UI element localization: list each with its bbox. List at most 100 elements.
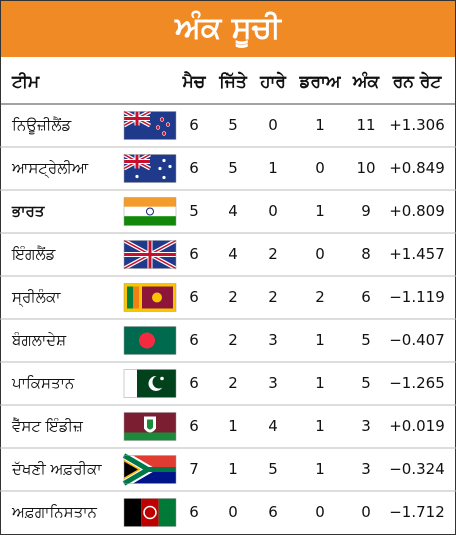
- flag-border: [123, 326, 177, 355]
- cell: 1: [315, 331, 325, 349]
- cell: 1: [228, 460, 238, 478]
- cell: −1.119: [389, 288, 445, 306]
- cell: 1: [315, 374, 325, 392]
- cell: 5: [361, 331, 371, 349]
- cell: −0.407: [389, 331, 445, 349]
- flag-border: [123, 111, 177, 140]
- flag-border: [123, 283, 177, 312]
- cell: 2: [315, 288, 325, 306]
- cell: 5: [228, 159, 238, 177]
- flag-part: [124, 369, 137, 398]
- flag-part: [152, 375, 166, 389]
- flag-part: [127, 286, 133, 309]
- flag: [123, 498, 177, 527]
- cell: 2: [268, 245, 278, 263]
- cell: 3: [268, 331, 278, 349]
- cell: 0: [268, 202, 278, 220]
- team-name: ਪਾਕਿਸਤਾਨ: [11, 374, 75, 392]
- cell: 2: [228, 374, 238, 392]
- cell: 2: [228, 331, 238, 349]
- flag-border: [123, 240, 177, 269]
- cell: +1.306: [389, 116, 445, 134]
- cell: 1: [315, 116, 325, 134]
- flag-border: [123, 455, 177, 484]
- flag-border: [123, 498, 177, 527]
- cell: 0: [361, 503, 371, 521]
- flag: [123, 283, 177, 312]
- column-header: ਡਰਾਅ: [298, 72, 341, 92]
- cell: 7: [189, 460, 199, 478]
- flag: [123, 369, 177, 398]
- flag-part: [122, 453, 176, 486]
- cell: 1: [315, 202, 325, 220]
- flag-part: [135, 174, 139, 179]
- team-name: ਸ੍ਰੀਲੰਕਾ: [11, 288, 61, 308]
- flag: [123, 326, 177, 355]
- cell: 4: [268, 417, 278, 435]
- flag-part: [158, 498, 176, 527]
- cell: 8: [361, 245, 371, 263]
- cell: 2: [228, 288, 238, 306]
- flag-part: [159, 117, 165, 122]
- cell: 6: [189, 331, 199, 349]
- team-name: ਭਾਰਤ: [11, 202, 46, 220]
- column-header: ਮੈਚ: [182, 71, 207, 92]
- team-name: ਵੈੱਸਟ ਇੰਡੀਜ਼: [11, 417, 83, 435]
- flag-part: [162, 175, 166, 180]
- cell: 6: [189, 159, 199, 177]
- cell: −1.265: [389, 374, 445, 392]
- cell: 4: [228, 202, 238, 220]
- flag: [123, 197, 177, 226]
- flag-part: [124, 197, 176, 207]
- cell: 6: [189, 245, 199, 263]
- flag-part: [139, 332, 155, 349]
- cell: 1: [228, 417, 238, 435]
- cell: 11: [356, 116, 375, 134]
- cell: +0.019: [389, 417, 445, 435]
- cell: 5: [189, 202, 199, 220]
- cell: −0.324: [389, 460, 445, 478]
- flag-part: [133, 286, 139, 309]
- team-name: ਆਸਟ੍ਰੇਲੀਆ: [11, 159, 89, 179]
- column-header: ਹਾਰੇ: [259, 71, 287, 92]
- flag-part: [168, 164, 172, 169]
- cell: 10: [356, 159, 375, 177]
- cell: 3: [361, 460, 371, 478]
- team-name: ਇੰਗਲੈਂਡ: [11, 245, 57, 263]
- column-header: ਜਿੱਤੇ: [218, 71, 248, 92]
- cell: 0: [228, 503, 238, 521]
- flag-border: [123, 154, 177, 183]
- cell: 0: [315, 245, 325, 263]
- flag-part: [162, 158, 166, 163]
- flag: [123, 238, 177, 271]
- flag-part: [165, 122, 171, 127]
- flag-part: [124, 216, 176, 226]
- cell: 6: [189, 503, 199, 521]
- cell: 0: [315, 503, 325, 521]
- flag-part: [152, 292, 162, 303]
- cell: 3: [268, 374, 278, 392]
- flag-part: [124, 111, 150, 126]
- title-bar: [1, 1, 455, 57]
- column-header: ਰਨ ਰੇਟ: [392, 71, 443, 92]
- flag-part: [146, 207, 154, 216]
- flag-part: [160, 376, 164, 381]
- flag-part: [155, 125, 161, 130]
- cell: 2: [268, 288, 278, 306]
- cell: 1: [315, 460, 325, 478]
- flag-part: [147, 419, 153, 430]
- flag-part: [141, 498, 159, 527]
- cell: 0: [268, 116, 278, 134]
- flag-part: [158, 166, 162, 171]
- cell: 1: [315, 417, 325, 435]
- cell: +0.809: [389, 202, 445, 220]
- team-name: ਨਿਊਜ਼ੀਲੈਂਡ: [11, 116, 72, 134]
- cell: 6: [189, 288, 199, 306]
- flag-part: [124, 154, 150, 169]
- column-header: ਟੀਮ: [11, 72, 40, 92]
- cell: 9: [361, 202, 371, 220]
- flag-part: [124, 498, 142, 527]
- cell: 6: [268, 503, 278, 521]
